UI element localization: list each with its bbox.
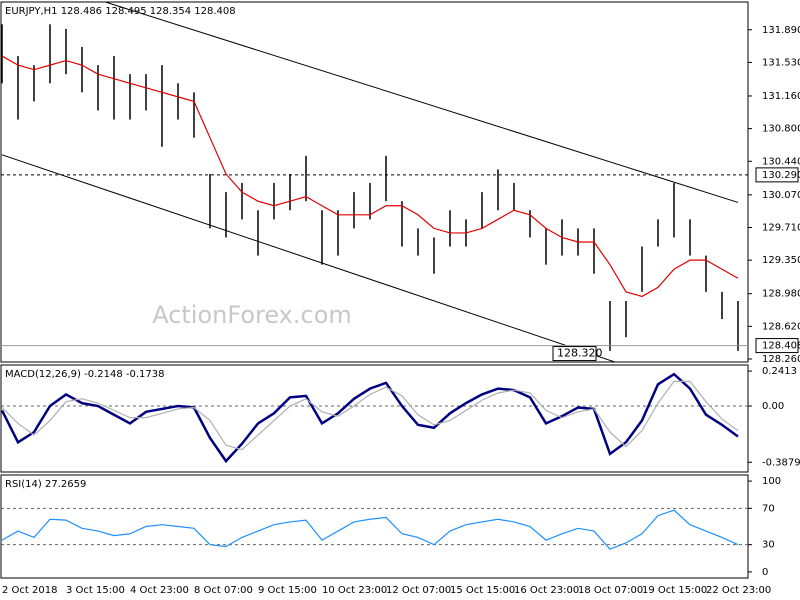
indicator-line [1,380,739,451]
moving-average [1,55,739,298]
panel-title: RSI(14) 27.2659 [5,479,86,490]
y-tick-label: 130.440 [762,156,800,167]
plot [1,372,748,464]
x-tick-label: 2 Oct 2018 [2,585,57,596]
y-tick-label: 129.350 [762,255,800,266]
y-tick-label: 100 [762,476,781,487]
x-tick-label: 4 Oct 23:00 [130,585,189,596]
y-tick-label: -0.3879 [762,457,800,468]
y-tick-label: 30 [762,540,775,551]
y-tick-label: 129.710 [762,222,800,233]
y-tick-label: 131.160 [762,91,800,102]
x-tick-label: 22 Oct 23:00 [706,585,771,596]
y-tick-label: 128.620 [762,321,800,332]
low-label-box [552,346,597,362]
x-tick-label: 18 Oct 07:00 [578,585,643,596]
x-tick-label: 10 Oct 23:00 [322,585,387,596]
y-tick-label: 131.890 [762,25,800,36]
y-tick-label: 128.260 [762,354,800,365]
x-tick-label: 16 Oct 23:00 [514,585,579,596]
y-tick-label: 0 [762,567,768,578]
y-tick-label: 128.980 [762,289,800,300]
price-label: 130.290 [762,170,800,181]
plot [1,507,748,550]
y-tick-label: 0.00 [762,401,784,412]
y-tick-label: 130.800 [762,124,800,135]
indicator-line [1,372,739,464]
x-tick-label: 15 Oct 15:00 [450,585,515,596]
y-tick-label: 70 [762,503,775,514]
x-tick-label: 3 Oct 15:00 [66,585,125,596]
price-label-box [755,338,799,354]
trend-line [1,154,617,362]
watermark: ActionForex.com [152,301,352,329]
trend-line [103,2,739,203]
price-label-box [755,167,799,183]
x-tick-label: 19 Oct 15:00 [642,585,707,596]
x-tick-label: 8 Oct 07:00 [194,585,253,596]
y-tick-label: 131.530 [762,57,800,68]
y-tick-label: 0.2413 [762,366,797,377]
low-label: 128.320 [557,347,603,360]
panel [0,364,749,473]
panel [0,474,749,579]
price-label: 128.408 [762,341,800,352]
panel-title: MACD(12,26,9) -0.2148 -0.1738 [5,369,165,380]
plot [1,2,748,362]
panel-title: EURJPY,H1 128.486 128.495 128.354 128.40… [5,6,236,17]
y-tick-label: 130.070 [762,190,800,201]
x-tick-label: 12 Oct 07:00 [386,585,451,596]
indicator-line [1,509,739,550]
x-tick-label: 9 Oct 15:00 [258,585,317,596]
panel [0,1,749,363]
